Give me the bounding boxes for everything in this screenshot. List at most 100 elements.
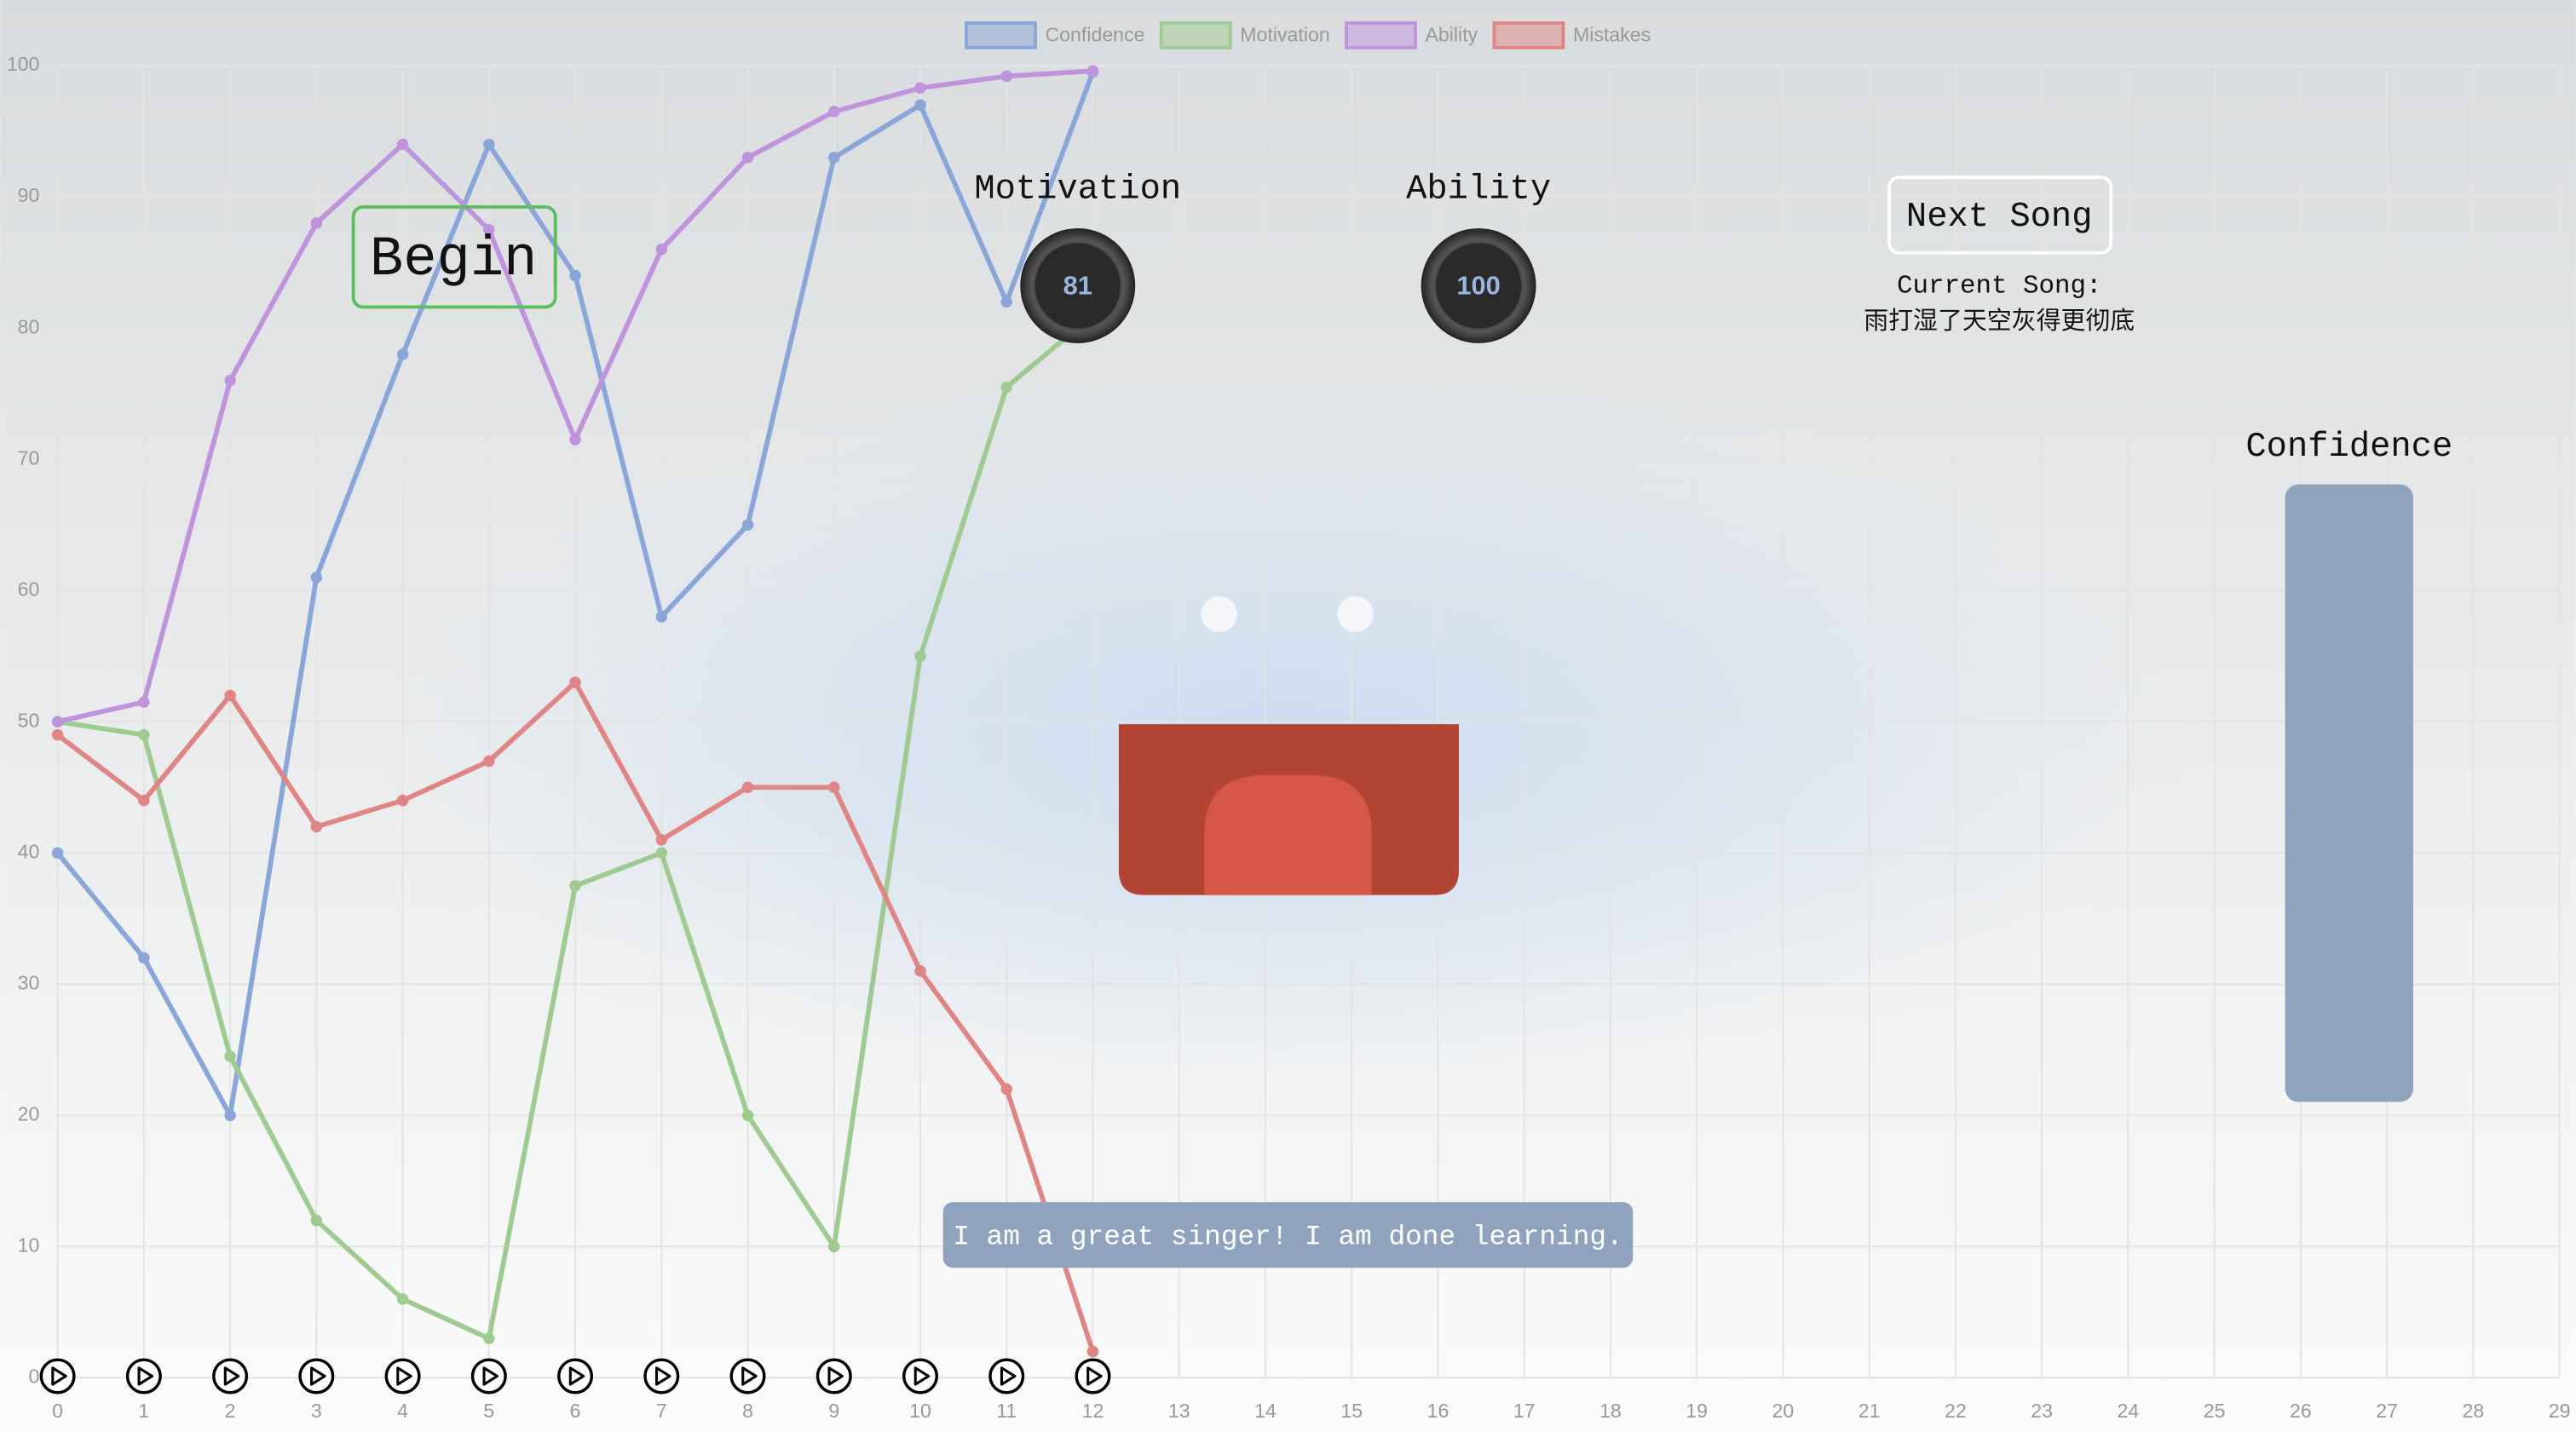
play-button[interactable] (815, 1358, 852, 1395)
play-button[interactable] (729, 1358, 766, 1395)
point (569, 676, 581, 688)
play-button[interactable] (643, 1358, 680, 1395)
play-button[interactable] (470, 1358, 507, 1395)
play-icon (396, 1366, 412, 1386)
point (224, 1050, 236, 1062)
point (655, 244, 668, 256)
x-tick-label: 4 (397, 1400, 408, 1422)
x-tick-label: 14 (1254, 1400, 1276, 1422)
play-icon (137, 1366, 154, 1386)
current-song: 雨打湿了天空灰得更彻底 (1864, 306, 2135, 335)
play-circle (125, 1358, 162, 1395)
legend-swatch (1492, 21, 1565, 49)
next-song-label: Next Song (1906, 198, 2093, 237)
ability-gauge: Ability 100 (1406, 170, 1551, 343)
gauge-label: Ability (1406, 170, 1551, 209)
play-circle (470, 1358, 507, 1395)
play-button[interactable] (39, 1358, 76, 1395)
point (310, 217, 323, 229)
point (1000, 70, 1013, 83)
eye (1337, 595, 1374, 633)
point (569, 269, 581, 282)
play-circle (988, 1358, 1025, 1395)
play-button[interactable] (125, 1358, 162, 1395)
speech-text: I am a great singer! I am done learning. (953, 1221, 1623, 1252)
point (224, 689, 236, 702)
legend-item[interactable]: Mistakes (1492, 21, 1651, 49)
knob-face (1435, 243, 1522, 329)
x-tick-label: 2 (225, 1400, 236, 1422)
play-icon (482, 1366, 498, 1386)
play-button[interactable] (212, 1358, 249, 1395)
play-icon (310, 1366, 326, 1386)
next-song-button[interactable]: Next Song (1887, 175, 2113, 255)
play-circle (557, 1358, 594, 1395)
x-tick-label: 25 (2204, 1400, 2226, 1422)
point (569, 434, 581, 446)
point (483, 1332, 495, 1344)
begin-button[interactable]: Begin (351, 204, 557, 309)
legend-item[interactable]: Motivation (1159, 21, 1330, 49)
x-tick-label: 3 (311, 1400, 322, 1422)
x-tick-label: 17 (1513, 1400, 1536, 1422)
play-button[interactable] (384, 1358, 421, 1395)
point (51, 847, 64, 860)
next-song-border (1887, 175, 2113, 255)
point (914, 99, 926, 112)
play-icon (741, 1366, 758, 1386)
point (483, 755, 495, 768)
y-tick-label: 30 (18, 971, 40, 993)
play-circle (1075, 1358, 1111, 1395)
play-button[interactable] (902, 1358, 939, 1395)
play-icon (223, 1366, 240, 1386)
knob-face (1034, 243, 1121, 329)
play-icon (51, 1366, 67, 1386)
x-tick-label: 19 (1686, 1400, 1708, 1422)
play-button[interactable] (557, 1358, 594, 1395)
x-tick-label: 8 (742, 1400, 753, 1422)
x-tick-label: 16 (1427, 1400, 1449, 1422)
play-icon (1000, 1366, 1017, 1386)
point (828, 781, 840, 794)
x-tick-label: 24 (2118, 1400, 2140, 1422)
point (396, 794, 409, 807)
play-button[interactable] (1075, 1358, 1111, 1395)
x-tick-label: 29 (2549, 1400, 2571, 1422)
point (655, 834, 668, 846)
x-tick-label: 11 (996, 1400, 1017, 1422)
play-button[interactable] (988, 1358, 1025, 1395)
play-icon (568, 1366, 585, 1386)
x-tick-label: 10 (909, 1400, 931, 1422)
begin-border (351, 204, 557, 309)
point (914, 965, 926, 977)
x-tick-label: 5 (483, 1400, 494, 1422)
point (741, 152, 754, 164)
confidence-bar (2285, 484, 2414, 1102)
y-tick-label: 10 (18, 1234, 40, 1256)
speech-bubble: I am a great singer! I am done learning. (942, 1202, 1634, 1268)
play-circle (815, 1358, 852, 1395)
point (138, 794, 150, 807)
y-tick-label: 80 (18, 315, 40, 337)
y-tick-label: 90 (18, 184, 40, 206)
x-tick-label: 22 (1945, 1400, 1967, 1422)
x-tick-label: 20 (1772, 1400, 1795, 1422)
play-icon (827, 1366, 844, 1386)
tongue (1204, 774, 1372, 895)
y-tick-label: 0 (29, 1365, 40, 1387)
point (1000, 381, 1013, 394)
play-icon (1086, 1366, 1103, 1386)
point (741, 1109, 754, 1122)
legend-label: Motivation (1240, 24, 1329, 46)
point (310, 1214, 323, 1227)
play-button[interactable] (298, 1358, 335, 1395)
play-circle (643, 1358, 680, 1395)
point (310, 820, 323, 833)
y-tick-label: 60 (18, 578, 40, 600)
legend-label: Mistakes (1573, 24, 1651, 46)
point (828, 152, 840, 164)
point (483, 223, 495, 236)
legend-item[interactable]: Ability (1345, 21, 1478, 49)
legend-item[interactable]: Confidence (965, 21, 1145, 49)
